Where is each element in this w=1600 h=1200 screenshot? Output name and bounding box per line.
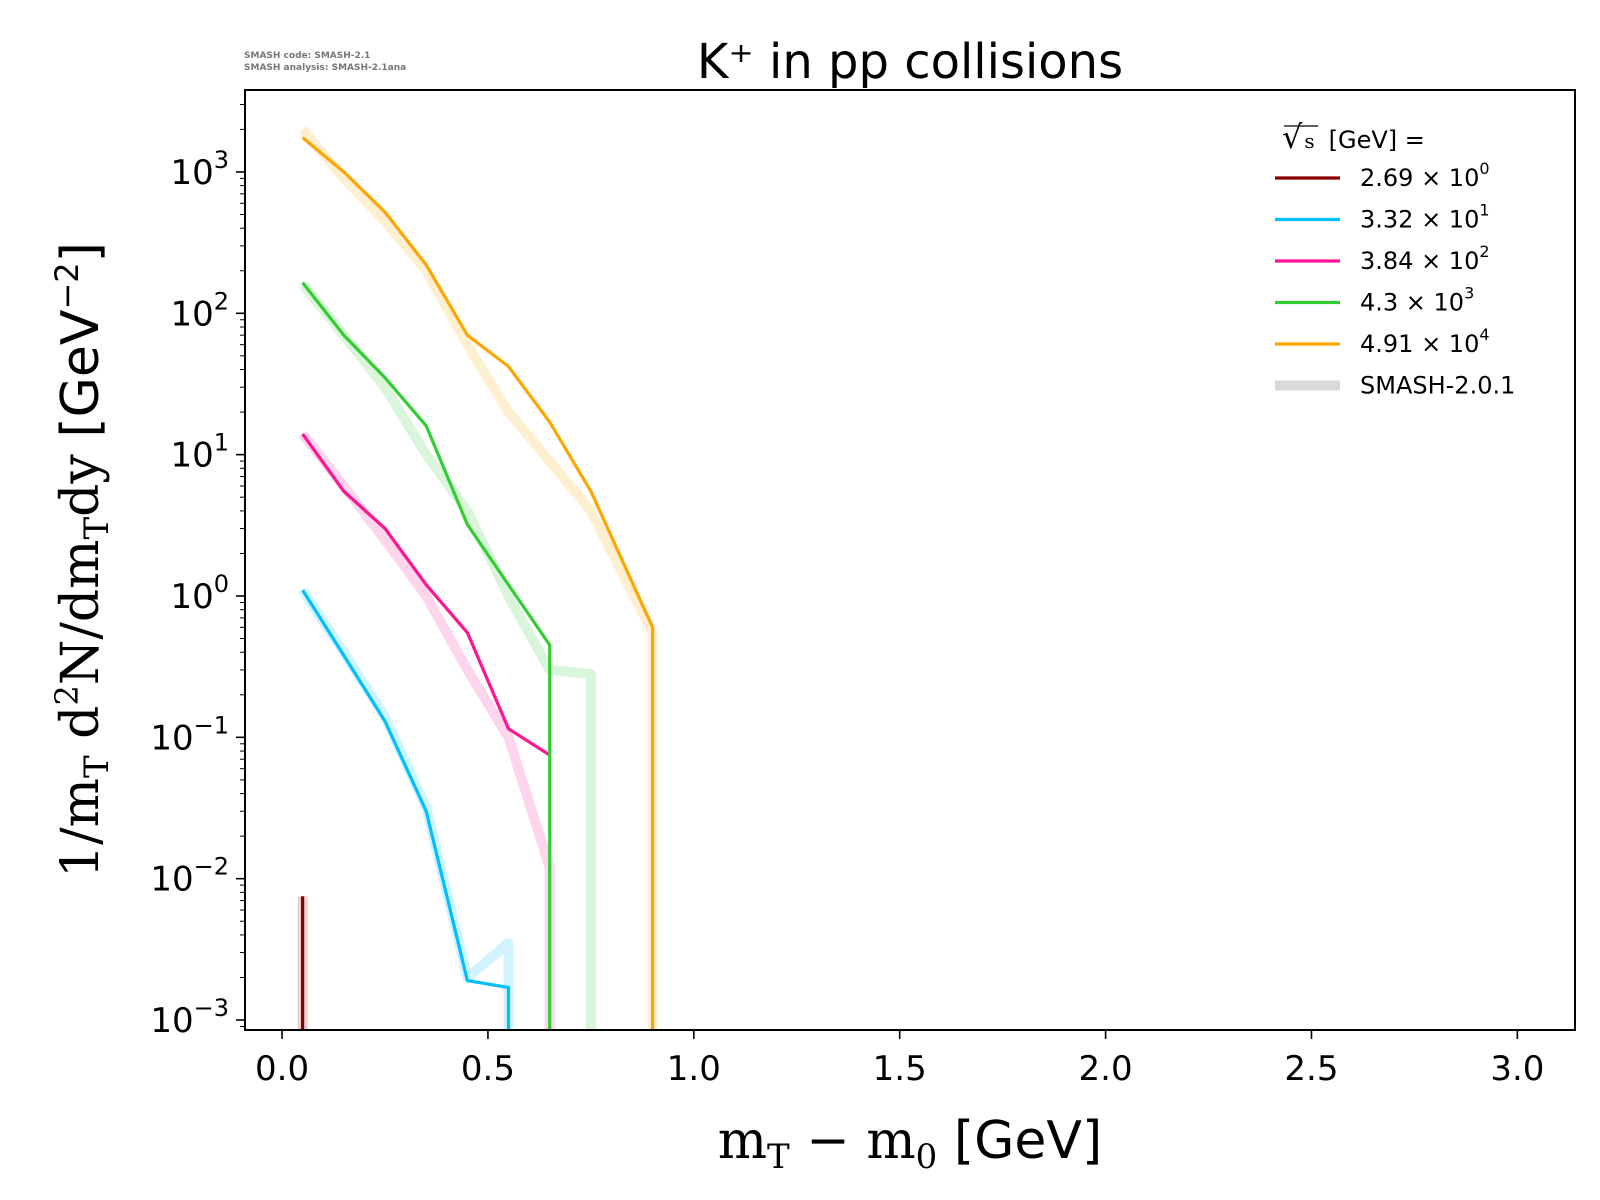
smash-analysis-label: SMASH analysis: SMASH-2.1ana [244, 63, 406, 73]
legend-entry-label: 3.32 × 101 [1360, 201, 1490, 234]
x-axis-label-unit: [GeV] [937, 1111, 1102, 1171]
legend-mantissa: 4.91 × 10 [1360, 330, 1479, 358]
y-tick-label: 103 [170, 146, 229, 193]
reference-series-group [297, 126, 658, 1030]
y-tick-label: 100 [170, 570, 229, 617]
legend-mantissa: 3.32 × 10 [1360, 206, 1479, 234]
y-tick-exponent: 1 [214, 429, 229, 457]
y-axis-label-sub-T2: T [77, 517, 117, 540]
y-tick-exponent: 0 [214, 570, 229, 598]
y-tick-exponent: 2 [214, 287, 229, 315]
legend-exponent: 1 [1479, 201, 1489, 220]
y-axis-label-sup-minus2: −2 [48, 262, 86, 309]
x-axis-label: mT − m0 [GeV] [718, 1111, 1103, 1177]
x-tick-label: 0.0 [255, 1049, 309, 1089]
y-axis-label-d: d [51, 706, 111, 756]
reference-series-line [298, 430, 555, 1030]
smash-code-label: SMASH code: SMASH-2.1 [244, 51, 370, 61]
svg-text:1/mT d2N/dmTdy [GeV−2]: 1/mT d2N/dmTdy [GeV−2] [48, 242, 117, 878]
x-axis-label-sub-0: 0 [916, 1137, 938, 1177]
y-tick-base: 10 [170, 436, 213, 476]
legend-entry-label: 4.3 × 103 [1360, 284, 1474, 317]
y-axis-label-dy: dy [51, 438, 111, 517]
y-axis-label-part2: N/dm [51, 540, 111, 686]
sqrt-symbol: √ [1282, 118, 1303, 156]
legend-title: √ s [GeV] = [1282, 118, 1425, 156]
legend-entry-label: 3.84 × 102 [1360, 242, 1490, 275]
x-axis: 0.0 0.5 1.0 1.5 2.0 2.5 3.0 [255, 1030, 1544, 1089]
legend-exponent: 4 [1479, 325, 1489, 344]
series-line [301, 589, 511, 1030]
y-axis-label-bracket: ] [51, 242, 111, 262]
y-tick-base: 10 [170, 153, 213, 193]
y-tick-base: 10 [150, 860, 193, 900]
y-tick-exponent: −2 [194, 853, 229, 881]
legend-exponent: 2 [1479, 242, 1489, 261]
series-line [301, 281, 552, 1030]
legend-mantissa: 2.69 × 10 [1360, 164, 1479, 192]
reference-series-line [298, 281, 596, 1030]
y-axis-label-sup-2: 2 [48, 685, 86, 705]
y-tick-label: 10−3 [150, 994, 229, 1041]
y-tick-exponent: −1 [194, 711, 229, 739]
legend-entry-reference: SMASH-2.0.1 [1360, 372, 1515, 400]
reference-series-line [298, 126, 658, 1030]
x-tick-label: 2.5 [1284, 1049, 1338, 1089]
y-tick-label: 10−1 [150, 711, 229, 758]
y-tick-base: 10 [150, 1001, 193, 1041]
y-tick-base: 10 [170, 577, 213, 617]
legend-entry-label: 2.69 × 100 [1360, 159, 1490, 192]
y-tick-base: 10 [170, 294, 213, 334]
y-tick-label: 102 [170, 287, 229, 334]
x-axis-label-minus: − m [790, 1111, 916, 1171]
y-axis-label: 1/mT d2N/dmTdy [GeV−2] [48, 242, 117, 878]
y-axis-label-unit: [GeV [51, 309, 111, 438]
plot-frame [244, 89, 1576, 1031]
legend-mantissa: 4.3 × 10 [1360, 289, 1464, 317]
y-tick-base: 10 [150, 718, 193, 758]
sqrt-var: s [1304, 129, 1314, 153]
legend-exponent: 3 [1464, 284, 1474, 303]
x-tick-label: 2.0 [1079, 1049, 1133, 1089]
legend-mantissa: 3.84 × 10 [1360, 247, 1479, 275]
series-line [301, 136, 655, 1030]
y-tick-exponent: −3 [194, 994, 229, 1022]
legend-entry-label: 4.91 × 104 [1360, 325, 1490, 358]
series-line [301, 433, 551, 757]
y-tick-exponent: 3 [214, 146, 229, 174]
legend-title-rest: [GeV] = [1329, 126, 1425, 154]
x-axis-label-sub-T: T [767, 1137, 790, 1177]
legend-exponent: 0 [1479, 159, 1489, 178]
y-tick-label: 101 [170, 429, 229, 476]
y-axis-label-sub-T1: T [77, 755, 117, 778]
x-tick-label: 3.0 [1490, 1049, 1544, 1089]
chart-title: K⁺ in pp collisions [697, 34, 1123, 90]
y-axis-label-part1: 1/m [51, 778, 111, 878]
reference-series-line [298, 587, 514, 1030]
x-axis-label-m: m [718, 1111, 767, 1171]
x-tick-label: 0.5 [461, 1049, 515, 1089]
x-tick-label: 1.5 [873, 1049, 927, 1089]
y-tick-label: 10−2 [150, 853, 229, 900]
data-series-group [301, 136, 655, 1030]
x-tick-label: 1.0 [667, 1049, 721, 1089]
